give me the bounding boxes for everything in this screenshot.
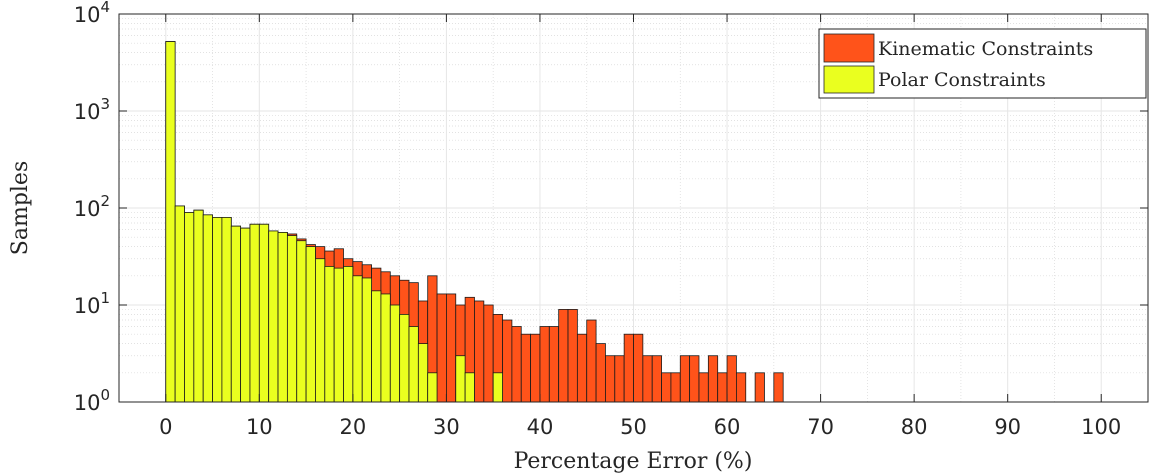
x-tick-label: 70 xyxy=(807,415,834,439)
kinematic-bar xyxy=(773,372,784,403)
polar-bar xyxy=(399,314,410,403)
kinematic-bar xyxy=(633,333,644,403)
kinematic-bar xyxy=(736,372,747,403)
polar-bar xyxy=(174,205,185,403)
kinematic-bar xyxy=(511,326,522,403)
polar-bar xyxy=(361,277,372,403)
y-tick-label: 100 xyxy=(74,386,110,415)
kinematic-bar xyxy=(446,293,457,403)
y-tick-label: 102 xyxy=(74,192,110,221)
legend-label-polar: Polar Constraints xyxy=(878,69,1046,91)
kinematic-bar xyxy=(707,355,719,403)
kinematic-bar xyxy=(623,333,634,403)
polar-bar xyxy=(277,232,288,403)
polar-bar xyxy=(417,343,429,403)
polar-bar xyxy=(389,304,401,403)
y-tick-labels: 100 101 102 103 104 xyxy=(74,0,110,415)
x-tick-label: 0 xyxy=(159,415,172,439)
kinematic-bar xyxy=(595,343,606,403)
kinematic-bar xyxy=(548,326,560,403)
polar-bar xyxy=(240,227,251,403)
x-tick-label: 50 xyxy=(620,415,647,439)
x-tick-label: 60 xyxy=(714,415,741,439)
x-tick-label: 10 xyxy=(246,415,273,439)
kinematic-bar xyxy=(558,309,569,403)
kinematic-bar xyxy=(614,355,625,403)
kinematic-bar xyxy=(726,355,737,403)
kinematic-bar xyxy=(530,333,541,403)
x-axis-label: Percentage Error (%) xyxy=(514,449,753,474)
polar-bar xyxy=(315,258,326,403)
kinematic-bar xyxy=(586,319,597,403)
polar-bar xyxy=(221,217,232,403)
polar-bar xyxy=(371,290,382,403)
legend-label-kinematic: Kinematic Constraints xyxy=(878,38,1093,60)
y-tick-label: 104 xyxy=(74,0,110,27)
kinematic-bar xyxy=(642,355,653,403)
kinematic-bar xyxy=(483,304,494,403)
polar-bar xyxy=(165,41,176,403)
polar-bar xyxy=(464,372,475,403)
polar-bar xyxy=(333,267,344,403)
x-tick-label: 100 xyxy=(1081,415,1121,439)
polar-bar xyxy=(492,372,503,403)
kinematic-bar xyxy=(539,326,550,403)
polar-bar xyxy=(305,246,316,403)
polar-bar xyxy=(184,212,195,403)
kinematic-bar xyxy=(605,355,616,403)
polar-bar xyxy=(380,293,391,403)
polar-bar xyxy=(296,240,307,403)
polar-bar xyxy=(268,230,279,403)
x-tick-label: 30 xyxy=(433,415,460,439)
kinematic-bar xyxy=(474,300,485,403)
kinematic-bar xyxy=(717,372,728,403)
polar-bar xyxy=(455,355,466,403)
polar-bar xyxy=(202,214,213,403)
kinematic-bar xyxy=(567,309,578,403)
kinematic-bar xyxy=(651,355,662,403)
polar-bar xyxy=(258,223,270,403)
x-tick-label: 80 xyxy=(901,415,928,439)
kinematic-bar xyxy=(576,333,588,403)
kinematic-bar xyxy=(520,333,532,403)
polar-bar xyxy=(249,223,260,403)
x-tick-labels: 0 10 20 30 40 50 60 70 80 90 100 xyxy=(159,415,1121,439)
legend-swatch-kinematic xyxy=(823,33,875,63)
polar-bar xyxy=(408,326,419,403)
polar-bar xyxy=(193,209,204,403)
axis-ticks xyxy=(119,13,1148,403)
polar-bar xyxy=(212,217,223,403)
y-tick-label: 103 xyxy=(74,95,110,124)
polar-bar xyxy=(230,225,242,403)
legend: Kinematic Constraints Polar Constraints xyxy=(818,28,1147,99)
polar-bar xyxy=(343,265,354,403)
x-tick-label: 40 xyxy=(527,415,554,439)
polar-bar xyxy=(352,275,363,403)
kinematic-bar xyxy=(502,319,513,403)
y-axis-label: Samples xyxy=(8,161,33,255)
kinematic-bar xyxy=(436,293,447,403)
x-tick-label: 20 xyxy=(339,415,366,439)
kinematic-bar xyxy=(698,372,709,403)
polar-bar xyxy=(427,372,438,403)
polar-bar xyxy=(286,235,298,403)
kinematic-bar xyxy=(661,372,672,403)
legend-swatch-polar xyxy=(823,65,875,94)
kinematic-bar xyxy=(689,355,700,403)
kinematic-bar xyxy=(679,355,691,403)
x-tick-label: 90 xyxy=(994,415,1021,439)
kinematic-bar xyxy=(754,372,765,403)
polar-bar xyxy=(324,265,335,403)
kinematic-bar xyxy=(670,372,681,403)
y-tick-label: 101 xyxy=(74,289,110,318)
